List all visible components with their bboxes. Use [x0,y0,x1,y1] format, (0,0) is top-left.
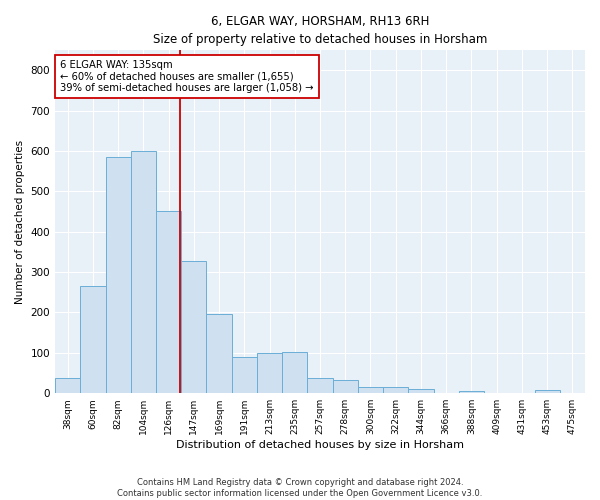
Bar [232,357,257,393]
Title: 6, ELGAR WAY, HORSHAM, RH13 6RH
Size of property relative to detached houses in : 6, ELGAR WAY, HORSHAM, RH13 6RH Size of … [153,15,487,46]
Bar [106,157,131,393]
Text: Contains HM Land Registry data © Crown copyright and database right 2024.
Contai: Contains HM Land Registry data © Crown c… [118,478,482,498]
Bar [332,380,358,393]
Bar [131,151,156,393]
Bar [358,387,383,393]
Bar [80,286,106,393]
Bar [156,210,181,393]
X-axis label: Distribution of detached houses by size in Horsham: Distribution of detached houses by size … [176,440,464,450]
Text: 6 ELGAR WAY: 135sqm
← 60% of detached houses are smaller (1,655)
39% of semi-det: 6 ELGAR WAY: 135sqm ← 60% of detached ho… [61,60,314,94]
Bar [257,353,282,393]
Bar [55,378,80,393]
Bar [409,389,434,393]
Bar [459,391,484,393]
Bar [535,390,560,393]
Bar [206,314,232,393]
Bar [383,387,409,393]
Y-axis label: Number of detached properties: Number of detached properties [15,140,25,304]
Bar [181,260,206,393]
Bar [282,352,307,393]
Bar [307,378,332,393]
